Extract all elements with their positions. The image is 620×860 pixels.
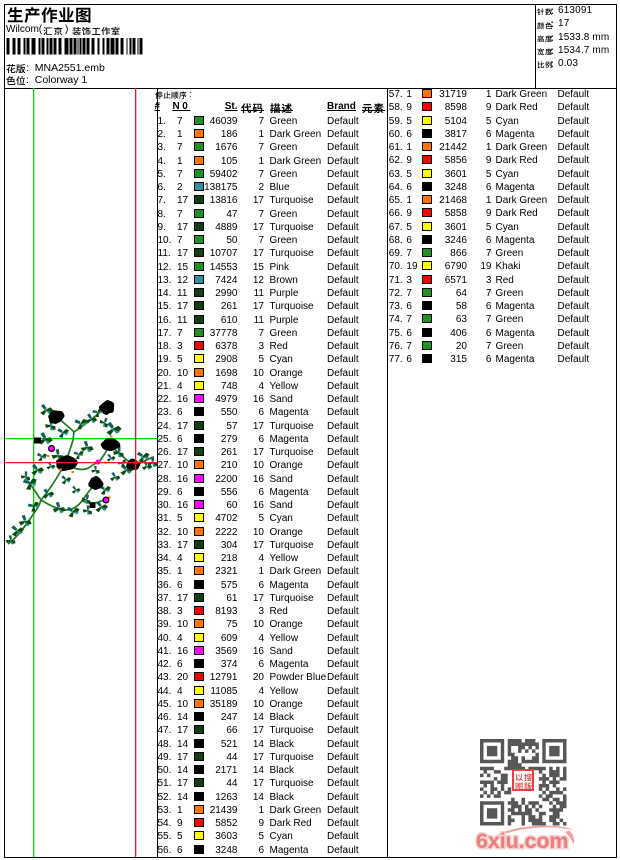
svg-text:6xiu.com: 6xiu.com [476,829,568,853]
